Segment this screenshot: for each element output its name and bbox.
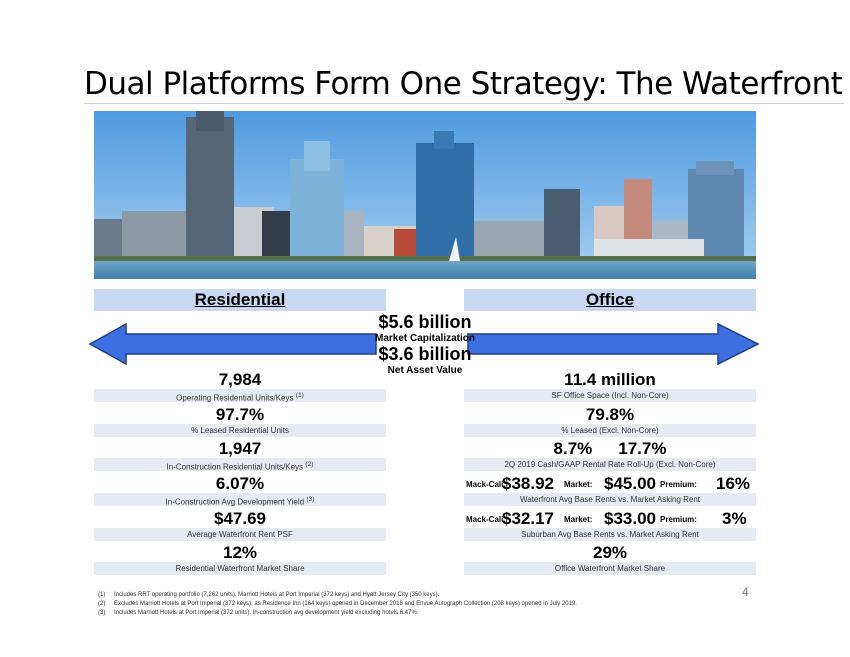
page-number: 4 xyxy=(742,585,749,599)
stat-value: 79.8% xyxy=(585,405,635,424)
stat-value: 11.4 million xyxy=(564,370,656,389)
stat-label: % Leased (Excl. Non-Core) xyxy=(464,424,756,437)
premium-label: Premium: xyxy=(660,515,697,524)
market-label: Market: xyxy=(564,515,593,524)
stat-label: Average Waterfront Rent PSF xyxy=(94,528,386,541)
stat-label: SF Office Space (Incl. Non-Core) xyxy=(464,389,756,402)
market-value: $33.00 xyxy=(604,509,656,528)
market-value: $45.00 xyxy=(604,474,656,493)
rollup-values: 8.7% 17.7% xyxy=(464,439,756,458)
title-divider xyxy=(84,103,844,104)
market-cap-value: $5.6 billion xyxy=(378,312,472,332)
office-leased: 79.8% % Leased (Excl. Non-Core) xyxy=(464,405,756,437)
mack-cali-label: Mack-Cali: xyxy=(466,515,507,524)
residential-rent-psf: $47.69 Average Waterfront Rent PSF xyxy=(94,509,386,541)
footnote-3: (3) Includes Marriott Hotels at Port Impe… xyxy=(98,610,419,616)
footnote-1: (1) Includes RRT operating portfolio (7,2… xyxy=(98,592,440,598)
residential-operating-units: 7,984 Operating Residential Units/Keys (… xyxy=(94,370,386,403)
waterfront-skyline-photo xyxy=(94,111,756,279)
stat-label: 2Q 2019 Cash/GAAP Rental Rate Roll-Up (E… xyxy=(464,458,756,471)
stat-value: 29% xyxy=(592,543,628,562)
waterfront-rents-label-row: Waterfront Avg Base Rents vs. Market Ask… xyxy=(464,493,756,506)
mack-cali-value: $38.92 xyxy=(502,474,554,493)
stat-label: Suburban Avg Base Rents vs. Market Askin… xyxy=(464,528,756,541)
stat-value: 1,947 xyxy=(218,439,262,458)
nav-value: $3.6 billion xyxy=(378,344,472,364)
rollup-gaap-value: 17.7% xyxy=(618,439,667,458)
stat-value: 12% xyxy=(222,543,258,562)
stat-label: Operating Residential Units/Keys (1) xyxy=(94,389,386,403)
market-cap-label: Market Capitalization xyxy=(374,333,476,344)
stat-label: In-Construction Avg Development Yield (3… xyxy=(94,493,386,507)
premium-label: Premium: xyxy=(660,480,697,489)
nav-label: Net Asset Value xyxy=(387,365,463,376)
stat-value: 6.07% xyxy=(215,474,265,493)
stat-label: Office Waterfront Market Share xyxy=(464,562,756,575)
stat-value: $47.69 xyxy=(214,509,266,528)
market-label: Market: xyxy=(564,480,593,489)
office-sf: 11.4 million SF Office Space (Incl. Non-… xyxy=(464,370,756,402)
suburban-rents-row: Mack-Cali: $32.17 Market: $33.00 Premium… xyxy=(464,509,756,528)
office-header: Office xyxy=(464,289,756,311)
footnote-2: (2) Excludes Marriott Hotels at Port Impe… xyxy=(98,601,577,607)
stat-label: Residential Waterfront Market Share xyxy=(94,562,386,575)
stat-value: 7,984 xyxy=(218,370,262,389)
residential-header: Residential xyxy=(94,289,386,311)
suburban-rents-label-row: Suburban Avg Base Rents vs. Market Askin… xyxy=(464,528,756,541)
premium-value: 16% xyxy=(716,474,751,493)
residential-leased: 97.7% % Leased Residential Units xyxy=(94,405,386,437)
stat-label: Waterfront Avg Base Rents vs. Market Ask… xyxy=(464,493,756,506)
residential-dev-yield: 6.07% In-Construction Avg Development Yi… xyxy=(94,474,386,507)
premium-value: 3% xyxy=(722,509,747,528)
residential-market-share: 12% Residential Waterfront Market Share xyxy=(94,543,386,575)
right-arrow-icon xyxy=(467,322,760,366)
stat-label: In-Construction Residential Units/Keys (… xyxy=(94,458,386,472)
office-rollup: 8.7% 17.7% 2Q 2019 Cash/GAAP Rental Rate… xyxy=(464,439,756,471)
left-arrow-icon xyxy=(88,322,377,366)
stat-label: % Leased Residential Units xyxy=(94,424,386,437)
waterfront-rents-row: Mack-Cali: $38.92 Market: $45.00 Premium… xyxy=(464,474,756,493)
mack-cali-value: $32.17 xyxy=(502,509,554,528)
office-market-share: 29% Office Waterfront Market Share xyxy=(464,543,756,575)
mack-cali-label: Mack-Cali: xyxy=(466,480,507,489)
rollup-cash-value: 8.7% xyxy=(553,439,593,458)
residential-in-construction-units: 1,947 In-Construction Residential Units/… xyxy=(94,439,386,472)
page-title: Dual Platforms Form One Strategy: The Wa… xyxy=(84,66,843,102)
stat-value: 97.7% xyxy=(215,405,265,424)
